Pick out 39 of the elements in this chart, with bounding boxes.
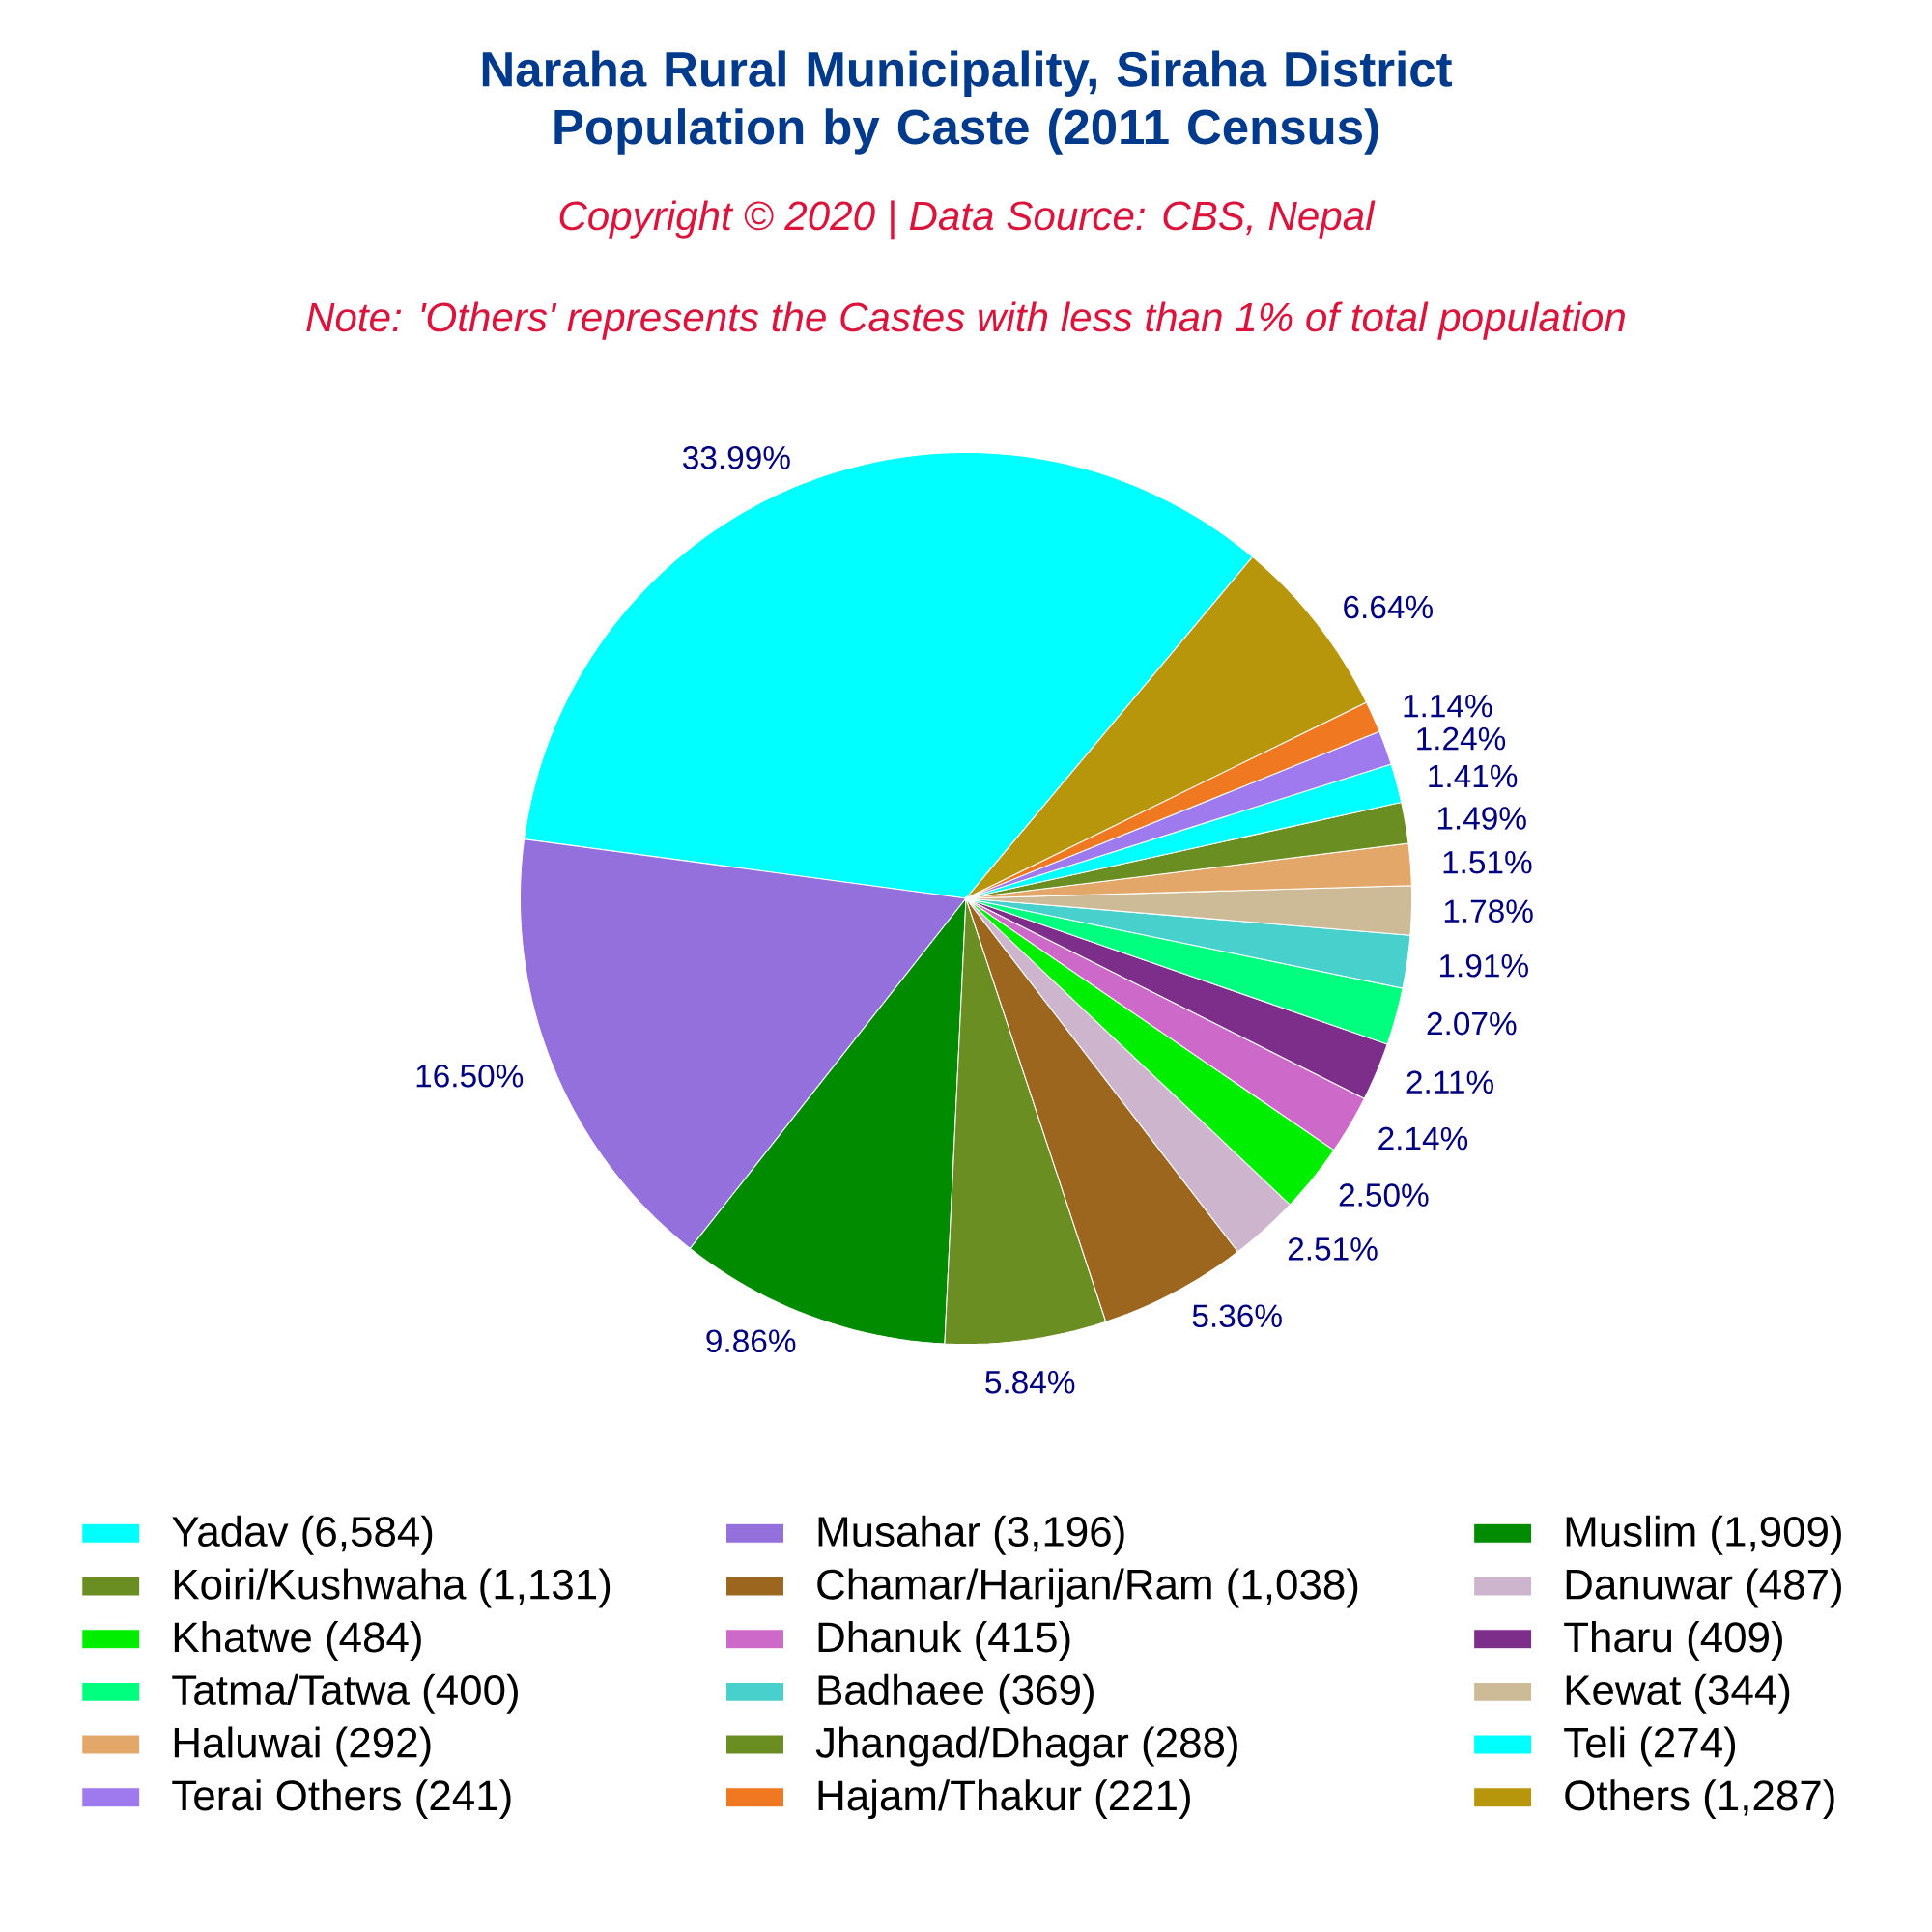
data-label: 2.51%: [1288, 1237, 1378, 1261]
legend-label: Tatma/Tatwa (400): [172, 1673, 518, 1714]
data-label: 1.41%: [1429, 764, 1518, 788]
legend-label: Koiri/Kushwaha (1,131): [174, 1568, 611, 1608]
legend-label: Teli (274): [1564, 1726, 1736, 1767]
legend-label: Jhangad/Dhagar (288): [815, 1726, 1237, 1767]
legend-label: Danuwar (487): [1566, 1568, 1841, 1608]
data-label: 2.50%: [1339, 1183, 1429, 1207]
data-label: 2.14%: [1378, 1126, 1468, 1151]
legend-label: Dhanuk (415): [818, 1621, 1070, 1662]
data-label: 1.78%: [1444, 899, 1533, 923]
legend-label: Musahar (3,196): [818, 1515, 1124, 1555]
legend-label: Chamar/Harijan/Ram (1,038): [817, 1568, 1358, 1608]
legend-label: Badhaee (369): [818, 1673, 1094, 1714]
legend-label: Tharu (409): [1564, 1621, 1782, 1662]
data-label: 1.51%: [1443, 850, 1532, 874]
data-label: 2.11%: [1406, 1070, 1493, 1094]
legend-label: Others (1,287): [1565, 1779, 1834, 1820]
legend-label: Haluwai (292): [174, 1726, 431, 1767]
data-label: 2.07%: [1427, 1011, 1517, 1036]
data-label: 33.99%: [683, 445, 790, 469]
data-label: 1.14%: [1404, 695, 1492, 718]
data-label: 5.36%: [1192, 1304, 1282, 1328]
legend-label: Hajam/Thakur (221): [818, 1779, 1190, 1820]
legend-label: Terai Others (241): [172, 1779, 511, 1820]
legend-label: Khatwe (484): [174, 1621, 421, 1662]
data-label: 1.91%: [1440, 953, 1528, 978]
data-label: 1.24%: [1417, 726, 1506, 751]
legend-label: Kewat (344): [1566, 1673, 1790, 1714]
text: Note: 'Others' represents the Castes with less than 1% of total population: [306, 301, 1625, 340]
data-label: 9.86%: [706, 1329, 796, 1353]
data-label: 5.84%: [985, 1370, 1075, 1394]
chart-subtitle: Copyright © 2020 | Data Source: CBS, Nepal: [559, 200, 1376, 240]
data-label: 16.50%: [416, 1064, 524, 1088]
legend-label: Muslim (1,909): [1566, 1515, 1841, 1555]
data-label: 6.64%: [1344, 595, 1433, 619]
chart-title: Naraha Rural Municipality, Siraha District Population by Caste (2011 Census): [482, 50, 1452, 155]
data-label: 1.49%: [1437, 807, 1526, 830]
legend-label: Yadav (6,584): [172, 1515, 433, 1555]
